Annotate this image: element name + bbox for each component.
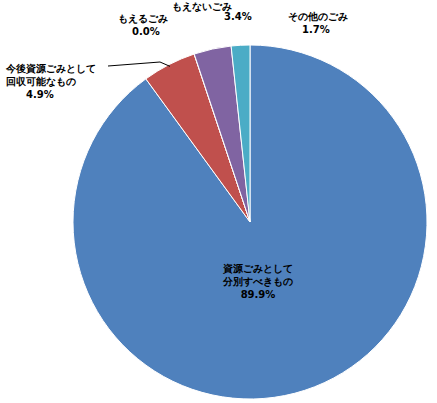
leader-line <box>108 62 170 66</box>
data-label: 0.0% <box>132 26 160 37</box>
data-label: 3.4% <box>224 11 252 22</box>
data-label: 1.7% <box>302 24 330 35</box>
slice-label-line: その他のごみ <box>288 11 348 22</box>
pie-slice <box>73 45 427 399</box>
slice-label-line: もえないごみ <box>172 1 232 13</box>
chart: 資源ごみとして分別すべきもの89.9% 今後資源ごみとして回収可能なもの4.9% も… <box>0 0 437 403</box>
pie <box>73 45 427 399</box>
slice-label-line: 資源ごみとして <box>222 263 293 275</box>
slice-label: 資源ごみとして分別すべきもの <box>222 263 293 288</box>
slice-label-line: 回収可能なもの <box>6 76 76 88</box>
pie-slice <box>231 45 250 222</box>
data-label: 89.9% <box>241 289 276 300</box>
slice-label: もえないごみ <box>172 1 232 13</box>
chart-container: 資源ごみとして分別すべきもの89.9% 今後資源ごみとして回収可能なもの4.9% も… <box>0 0 437 403</box>
slice-label: その他のごみ <box>288 11 348 22</box>
data-label: 4.9% <box>26 89 54 100</box>
slice-label-line: 分別すべきもの <box>222 276 293 288</box>
slice-label: 今後資源ごみとして回収可能なもの <box>5 63 96 88</box>
slice-label: もえるごみ <box>118 13 168 24</box>
slice-label-line: もえるごみ <box>118 13 168 24</box>
slice-label-line: 今後資源ごみとして <box>5 63 96 75</box>
